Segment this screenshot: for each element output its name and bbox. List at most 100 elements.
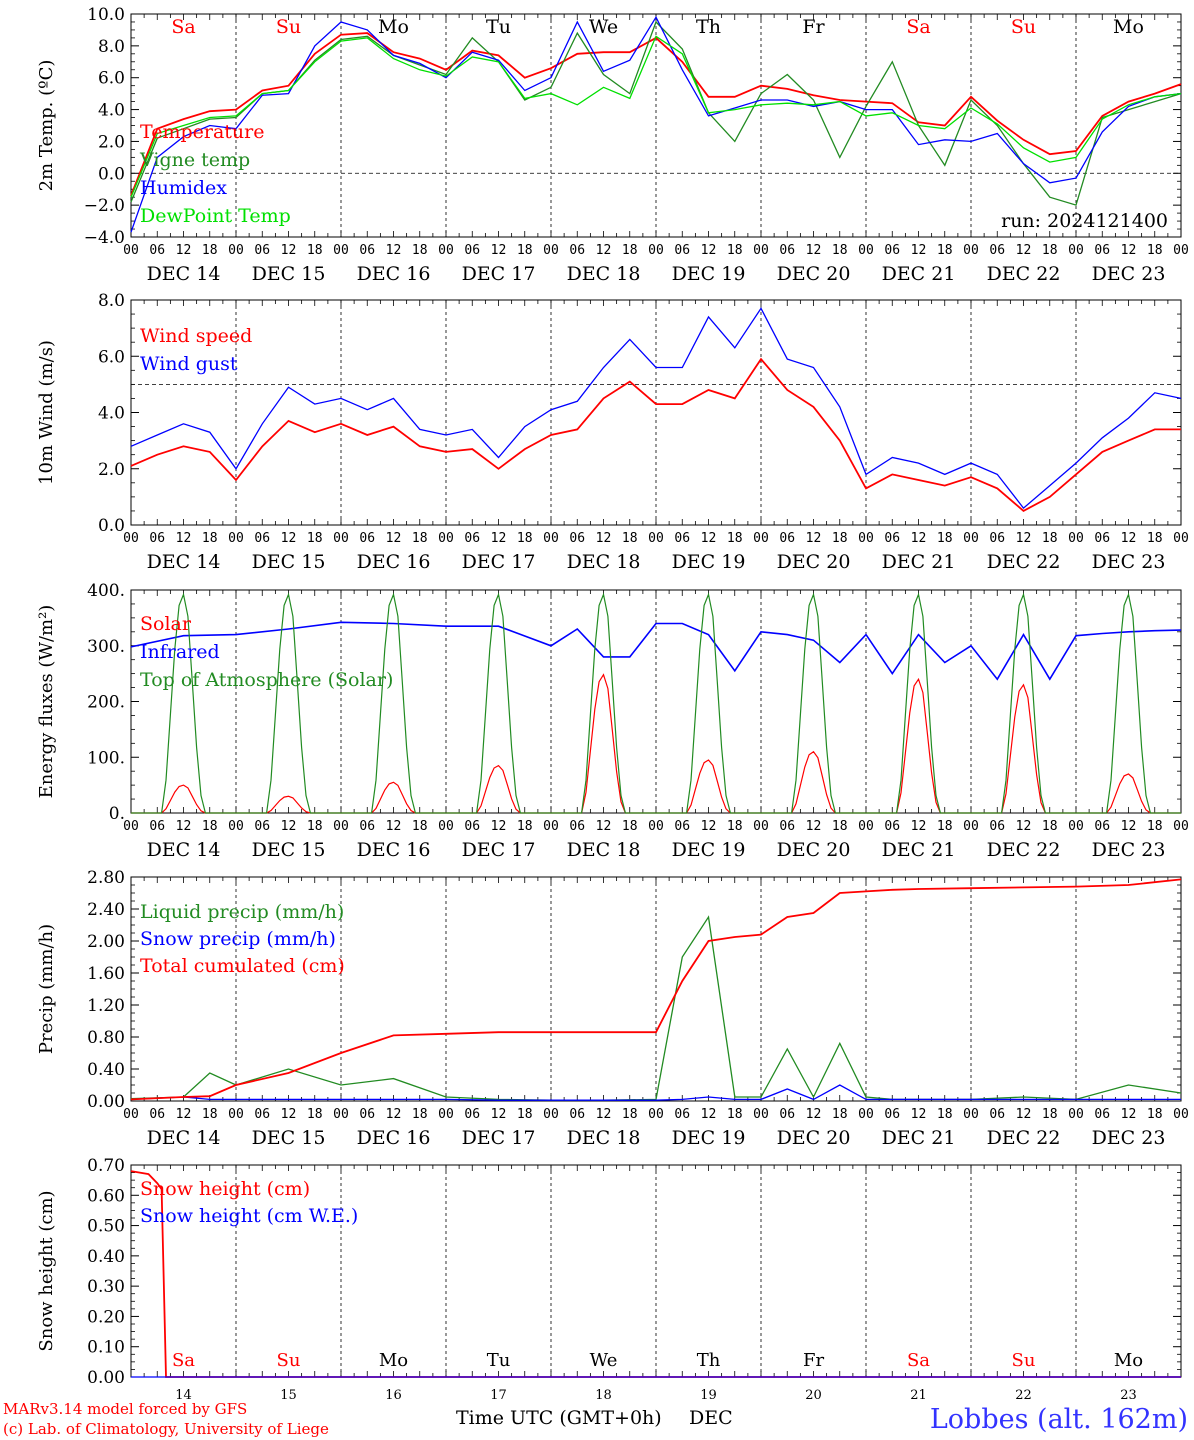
y-axis-label: Snow height (cm)	[36, 1190, 57, 1351]
x-axis-label: Time UTC (GMT+0h)	[456, 1407, 662, 1429]
series-line-red	[130, 878, 1182, 1101]
hour-tick-label: 06	[254, 243, 270, 258]
hour-tick-label: 18	[832, 819, 848, 834]
hour-tick-label: 00	[123, 1107, 139, 1122]
hour-tick-label: 12	[1016, 531, 1032, 546]
day-number-label: 20	[805, 1388, 822, 1403]
day-number-label: 17	[490, 1388, 507, 1403]
hour-tick-label: 06	[149, 531, 165, 546]
hour-tick-label: 18	[832, 1107, 848, 1122]
legend-temperature: Temperature	[140, 121, 264, 143]
hour-tick-label: 00	[1068, 1107, 1084, 1122]
date-label: DEC 14	[147, 839, 221, 861]
weekday-label: Tu	[486, 16, 511, 38]
day-number-label: 16	[385, 1388, 402, 1403]
series-line-blue	[130, 621, 1182, 681]
date-label: DEC 19	[672, 1127, 746, 1149]
hour-tick-label: 00	[543, 819, 559, 834]
hour-tick-label: 12	[281, 819, 297, 834]
y-tick-label: 1.20	[87, 996, 125, 1016]
day-number-label: 19	[700, 1388, 717, 1403]
hour-tick-label: 00	[1068, 243, 1084, 258]
hour-tick-label: 18	[727, 243, 743, 258]
hour-tick-label: 06	[674, 1107, 690, 1122]
legend-solar: Solar	[140, 613, 192, 635]
series-line-green	[130, 20, 1182, 206]
date-label: DEC 22	[987, 551, 1061, 573]
hour-tick-label: 00	[648, 531, 664, 546]
hour-tick-label: 00	[648, 243, 664, 258]
date-label: DEC 15	[252, 263, 326, 285]
date-label: DEC 17	[462, 1127, 536, 1149]
hour-tick-label: 18	[622, 531, 638, 546]
hour-tick-label: 00	[858, 819, 874, 834]
date-label: DEC 21	[882, 263, 956, 285]
y-tick-label: 100.	[87, 748, 125, 768]
weekday-label: Th	[696, 16, 721, 38]
hour-tick-label: 18	[937, 531, 953, 546]
hour-tick-label: 12	[1016, 243, 1032, 258]
y-tick-label: 400.	[87, 581, 125, 601]
hour-tick-label: 12	[491, 819, 507, 834]
hour-tick-label: 12	[176, 531, 192, 546]
hour-tick-label: 06	[359, 1107, 375, 1122]
hour-tick-label: 18	[517, 243, 533, 258]
hour-tick-label: 06	[149, 819, 165, 834]
hour-tick-label: 00	[753, 243, 769, 258]
weekday-label: We	[590, 1350, 618, 1371]
hour-tick-label: 06	[254, 531, 270, 546]
hour-tick-label: 12	[281, 1107, 297, 1122]
hour-tick-label: 00	[1173, 531, 1189, 546]
hour-tick-label: 06	[779, 243, 795, 258]
y-tick-label: 0.00	[87, 1092, 125, 1112]
y-tick-label: 0.0	[98, 164, 125, 184]
y-tick-label: 2.80	[87, 868, 125, 888]
weekday-label: Sa	[171, 16, 195, 38]
hour-tick-label: 00	[858, 243, 874, 258]
hour-tick-label: 00	[333, 531, 349, 546]
y-tick-label: 200.	[87, 693, 125, 713]
date-label: DEC 15	[252, 1127, 326, 1149]
y-tick-label: 0.60	[87, 1186, 125, 1206]
date-label: DEC 23	[1092, 551, 1166, 573]
hour-tick-label: 18	[1147, 531, 1163, 546]
date-label: DEC 19	[672, 839, 746, 861]
y-axis-label: 10m Wind (m/s)	[36, 340, 57, 485]
hour-tick-label: 00	[753, 819, 769, 834]
hour-tick-label: 18	[202, 531, 218, 546]
hour-tick-label: 12	[701, 243, 717, 258]
hour-tick-label: 12	[701, 1107, 717, 1122]
hour-tick-label: 18	[1042, 819, 1058, 834]
weekday-label: Sa	[172, 1350, 195, 1371]
y-tick-label: 0.80	[87, 1028, 125, 1048]
hour-tick-label: 00	[648, 819, 664, 834]
date-label: DEC 18	[567, 551, 641, 573]
hour-tick-label: 00	[438, 243, 454, 258]
y-tick-label: 2.0	[98, 132, 125, 152]
y-tick-label: 300.	[87, 637, 125, 657]
weekday-label: Fr	[802, 16, 825, 38]
hour-tick-label: 00	[963, 243, 979, 258]
y-tick-label: 1.60	[87, 964, 125, 984]
hour-tick-label: 18	[727, 1107, 743, 1122]
hour-tick-label: 12	[1016, 819, 1032, 834]
lab-credit: (c) Lab. of Climatology, University of L…	[3, 1420, 329, 1438]
hour-tick-label: 18	[832, 531, 848, 546]
hour-tick-label: 00	[438, 1107, 454, 1122]
hour-tick-label: 12	[596, 1107, 612, 1122]
hour-tick-label: 18	[1042, 243, 1058, 258]
hour-tick-label: 12	[491, 1107, 507, 1122]
hour-tick-label: 00	[333, 819, 349, 834]
weekday-label: Sa	[907, 1350, 930, 1371]
legend-wind-speed: Wind speed	[140, 325, 252, 347]
hour-tick-label: 06	[674, 243, 690, 258]
hour-tick-label: 18	[937, 243, 953, 258]
series-line-red	[131, 673, 1181, 814]
hour-tick-label: 06	[989, 819, 1005, 834]
y-tick-label: 0.20	[87, 1307, 125, 1327]
date-label: DEC 21	[882, 1127, 956, 1149]
y-axis-label: 2m Temp. (ºC)	[36, 60, 57, 192]
hour-tick-label: 18	[412, 531, 428, 546]
hour-tick-label: 18	[1147, 819, 1163, 834]
date-label: DEC 14	[147, 1127, 221, 1149]
